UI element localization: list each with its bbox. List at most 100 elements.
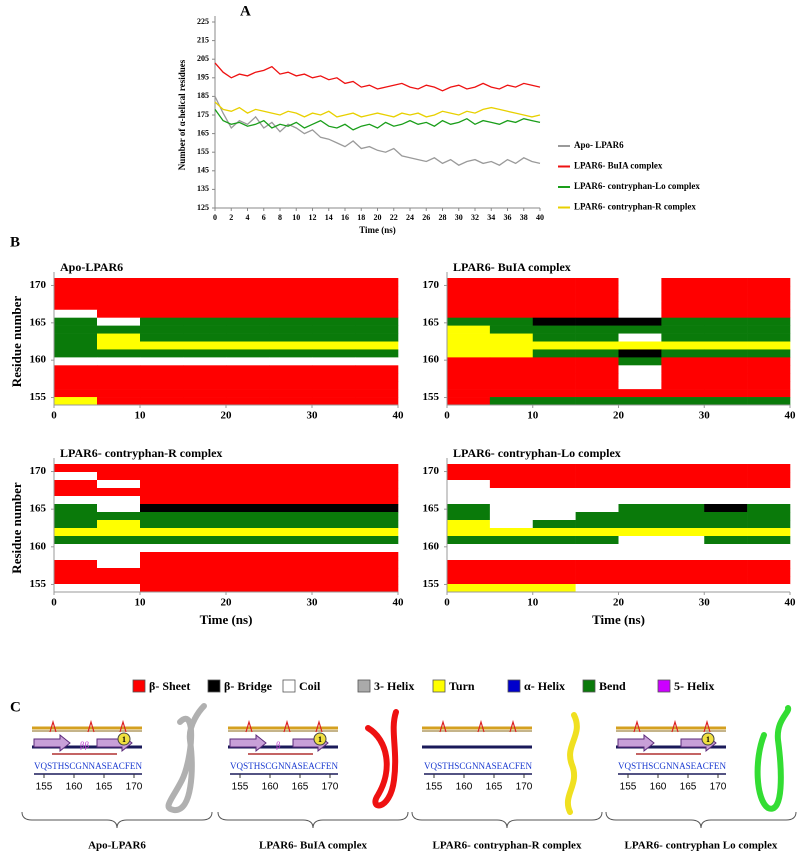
dssp-cell bbox=[355, 488, 399, 497]
dssp-cell bbox=[747, 488, 791, 497]
dssp-cell bbox=[355, 389, 399, 398]
dssp-cell bbox=[704, 504, 748, 513]
dssp-cell bbox=[140, 285, 184, 295]
dssp-cell bbox=[269, 536, 313, 545]
residue-tick-label: 155 bbox=[232, 782, 249, 793]
dssp-cell bbox=[704, 472, 748, 481]
dssp-cell bbox=[575, 381, 619, 390]
x-tick-label: 10 bbox=[135, 597, 147, 609]
residue-tick-label: 165 bbox=[680, 782, 697, 793]
complex-label: LPAR6- contryphan-R complex bbox=[433, 840, 582, 852]
dssp-cell bbox=[312, 301, 356, 311]
brace bbox=[21, 811, 213, 829]
dssp-cell bbox=[489, 278, 534, 287]
dssp-cell bbox=[226, 464, 270, 473]
x-tick-label: 20 bbox=[613, 410, 625, 422]
legend-label: α- Helix bbox=[524, 679, 565, 693]
dssp-cell bbox=[704, 333, 748, 342]
dssp-cell bbox=[226, 349, 270, 358]
ribbon bbox=[754, 705, 792, 812]
y-tick-label: 215 bbox=[197, 35, 209, 44]
dssp-cell bbox=[489, 349, 534, 358]
dssp-cell bbox=[489, 496, 534, 505]
dssp-cell bbox=[447, 568, 491, 577]
x-tick-label: 2 bbox=[229, 213, 233, 222]
dssp-cell bbox=[747, 325, 791, 334]
complex-panel: VQSTHSCGNNASEACFEN 155 160 165 170 LPAR6- con… bbox=[411, 712, 603, 852]
dssp-cell bbox=[312, 341, 356, 350]
x-axis-label: Time (ns) bbox=[592, 612, 645, 627]
x-tick-label: 40 bbox=[785, 410, 797, 422]
x-tick-label: 30 bbox=[307, 410, 319, 422]
dssp-cell bbox=[183, 520, 227, 529]
dssp-cell bbox=[97, 365, 141, 374]
dssp-cell bbox=[54, 520, 98, 529]
dssp-cell bbox=[575, 397, 619, 406]
dssp-cell bbox=[54, 504, 98, 513]
dssp-cell bbox=[355, 317, 399, 326]
dssp-cell bbox=[97, 278, 141, 287]
residue-tick-label: 155 bbox=[36, 782, 53, 793]
dssp-cell bbox=[447, 357, 491, 366]
dssp-cell bbox=[54, 397, 98, 406]
y-tick-label: 225 bbox=[197, 17, 209, 26]
dssp-cell bbox=[447, 464, 491, 473]
dssp-cell bbox=[355, 480, 399, 489]
y-tick-label: 155 bbox=[30, 391, 47, 403]
dssp-cell bbox=[618, 365, 662, 374]
dssp-cell bbox=[661, 325, 705, 334]
dssp-cell bbox=[447, 552, 491, 561]
dssp-cell bbox=[140, 464, 184, 473]
y-tick-label: 195 bbox=[197, 73, 209, 82]
x-tick-label: 34 bbox=[487, 213, 495, 222]
dssp-cell bbox=[747, 309, 791, 318]
x-tick-label: 30 bbox=[307, 597, 319, 609]
legend-swatch bbox=[507, 679, 521, 693]
dssp-cell bbox=[532, 496, 576, 505]
dssp-cell bbox=[747, 365, 791, 374]
dssp-cell bbox=[489, 560, 534, 569]
series-line bbox=[214, 96, 541, 166]
dssp-cell bbox=[54, 293, 98, 303]
dssp-cell bbox=[97, 293, 141, 303]
strand-arrow bbox=[229, 733, 267, 753]
dssp-cell bbox=[97, 496, 141, 505]
dssp-cell bbox=[312, 528, 356, 537]
dssp-cell bbox=[226, 325, 270, 334]
x-tick-label: 10 bbox=[527, 410, 539, 422]
dssp-cell bbox=[747, 560, 791, 569]
dssp-cell bbox=[312, 365, 356, 374]
dssp-cell bbox=[355, 568, 399, 577]
dssp-cell bbox=[575, 576, 619, 585]
dssp-cell bbox=[355, 584, 399, 593]
dssp-cell bbox=[54, 512, 98, 521]
dssp-cell bbox=[618, 480, 662, 489]
dssp-cell bbox=[532, 309, 576, 318]
dssp-cell bbox=[618, 333, 662, 342]
x-tick-label: 26 bbox=[422, 213, 430, 222]
dssp-cell bbox=[54, 528, 98, 537]
dssp-cell bbox=[226, 552, 270, 561]
dssp-cell bbox=[97, 373, 141, 382]
dssp-cell bbox=[269, 528, 313, 537]
dssp-cell bbox=[355, 325, 399, 334]
legend-label: β- Bridge bbox=[224, 679, 273, 693]
dssp-cell bbox=[489, 520, 534, 529]
dssp-cell bbox=[226, 317, 270, 326]
residue-tick-label: 165 bbox=[96, 782, 113, 793]
complex-label: LPAR6- contryphan Lo complex bbox=[625, 840, 778, 852]
dssp-cell bbox=[618, 381, 662, 390]
dssp-cell bbox=[97, 389, 141, 398]
heatmap-title: LPAR6- BuIA complex bbox=[453, 260, 571, 274]
dssp-cell bbox=[140, 544, 184, 553]
dssp-cell bbox=[54, 381, 98, 390]
dssp-cell bbox=[97, 552, 141, 561]
dssp-cell bbox=[661, 397, 705, 406]
dssp-cell bbox=[618, 472, 662, 481]
dssp-cell bbox=[532, 528, 576, 537]
dssp-cell bbox=[269, 496, 313, 505]
dssp-cell bbox=[312, 389, 356, 398]
dssp-cell bbox=[269, 357, 313, 366]
dssp-cell bbox=[747, 552, 791, 561]
dssp-cell bbox=[97, 309, 141, 318]
